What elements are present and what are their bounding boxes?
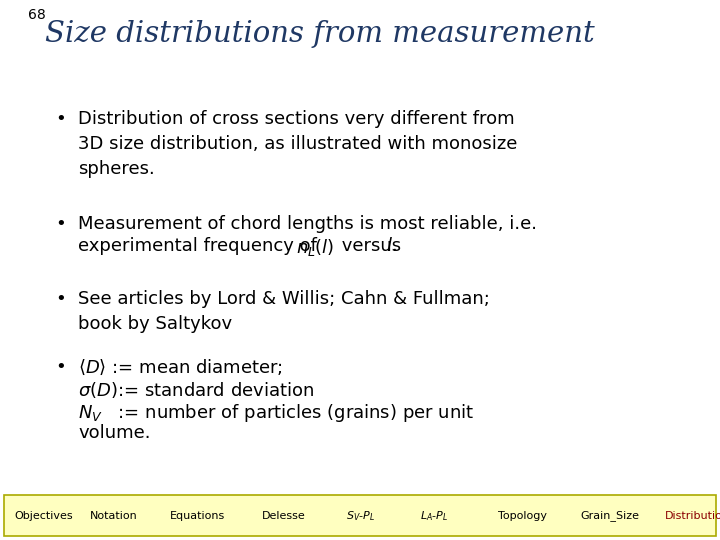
Text: versus: versus bbox=[336, 237, 407, 255]
Text: •: • bbox=[55, 110, 66, 128]
Text: volume.: volume. bbox=[78, 424, 150, 442]
Text: $L_A$-$P_L$: $L_A$-$P_L$ bbox=[420, 509, 449, 523]
Text: $\sigma(D)$:= standard deviation: $\sigma(D)$:= standard deviation bbox=[78, 380, 314, 400]
Text: Grain_Size: Grain_Size bbox=[580, 510, 639, 521]
Text: •: • bbox=[55, 215, 66, 233]
Text: $\langle D\rangle$ := mean diameter;: $\langle D\rangle$ := mean diameter; bbox=[78, 359, 283, 377]
Text: $n_L(l)$: $n_L(l)$ bbox=[296, 237, 334, 258]
Text: $l$.: $l$. bbox=[386, 237, 397, 255]
Text: Delesse: Delesse bbox=[262, 511, 306, 521]
Text: $S_V$-$P_L$: $S_V$-$P_L$ bbox=[346, 509, 375, 523]
Bar bbox=[4, 496, 716, 536]
Text: •: • bbox=[55, 359, 66, 376]
Text: experimental frequency of: experimental frequency of bbox=[78, 237, 323, 255]
Text: Size distributions from measurement: Size distributions from measurement bbox=[45, 20, 595, 48]
Text: Equations: Equations bbox=[170, 511, 225, 521]
Text: Topology: Topology bbox=[498, 511, 547, 521]
Text: Notation: Notation bbox=[90, 511, 138, 521]
Text: Distributions: Distributions bbox=[665, 511, 720, 521]
Text: •: • bbox=[55, 290, 66, 308]
Text: Measurement of chord lengths is most reliable, i.e.: Measurement of chord lengths is most rel… bbox=[78, 215, 537, 233]
Text: 68: 68 bbox=[28, 8, 46, 22]
Text: $N_V$   := number of particles (grains) per unit: $N_V$ := number of particles (grains) pe… bbox=[78, 402, 474, 424]
Text: Objectives: Objectives bbox=[14, 511, 73, 521]
Text: See articles by Lord & Willis; Cahn & Fullman;
book by Saltykov: See articles by Lord & Willis; Cahn & Fu… bbox=[78, 290, 490, 333]
Text: Distribution of cross sections very different from
3D size distribution, as illu: Distribution of cross sections very diff… bbox=[78, 110, 518, 178]
